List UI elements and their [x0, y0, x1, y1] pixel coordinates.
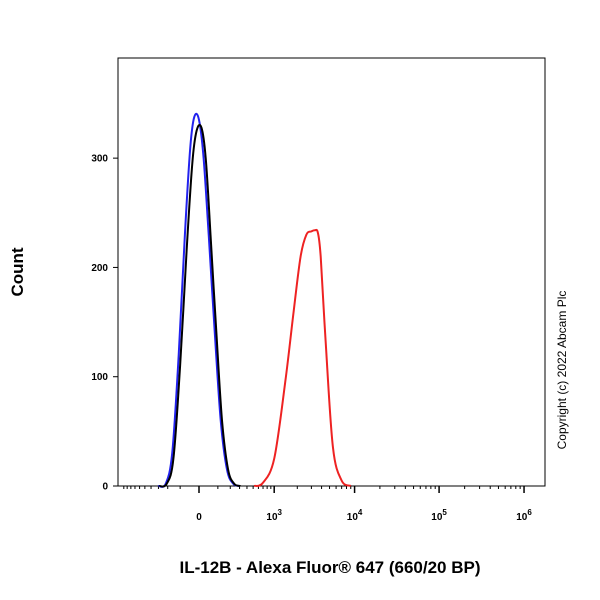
y-tick-label: 200: [91, 263, 108, 274]
x-tick-label: 105: [431, 508, 447, 523]
y-tick-label: 100: [91, 372, 108, 383]
copyright-text: Copyright (c) 2022 Abcam Plc: [555, 291, 569, 450]
plot-frame: [117, 57, 546, 487]
x-axis-title: IL-12B - Alexa Fluor® 647 (660/20 BP): [179, 558, 480, 577]
x-tick-label: 104: [347, 508, 363, 523]
x-tick-label: 106: [516, 508, 532, 523]
y-axis-title: Count: [8, 247, 27, 296]
x-tick-label: 103: [266, 508, 282, 523]
series-line-0: [158, 112, 240, 488]
x-tick-label: 0: [196, 512, 202, 523]
series-line-2: [253, 228, 352, 487]
y-tick-label: 0: [102, 482, 108, 493]
y-tick-label: 300: [91, 154, 108, 165]
series-line-1: [158, 123, 241, 488]
